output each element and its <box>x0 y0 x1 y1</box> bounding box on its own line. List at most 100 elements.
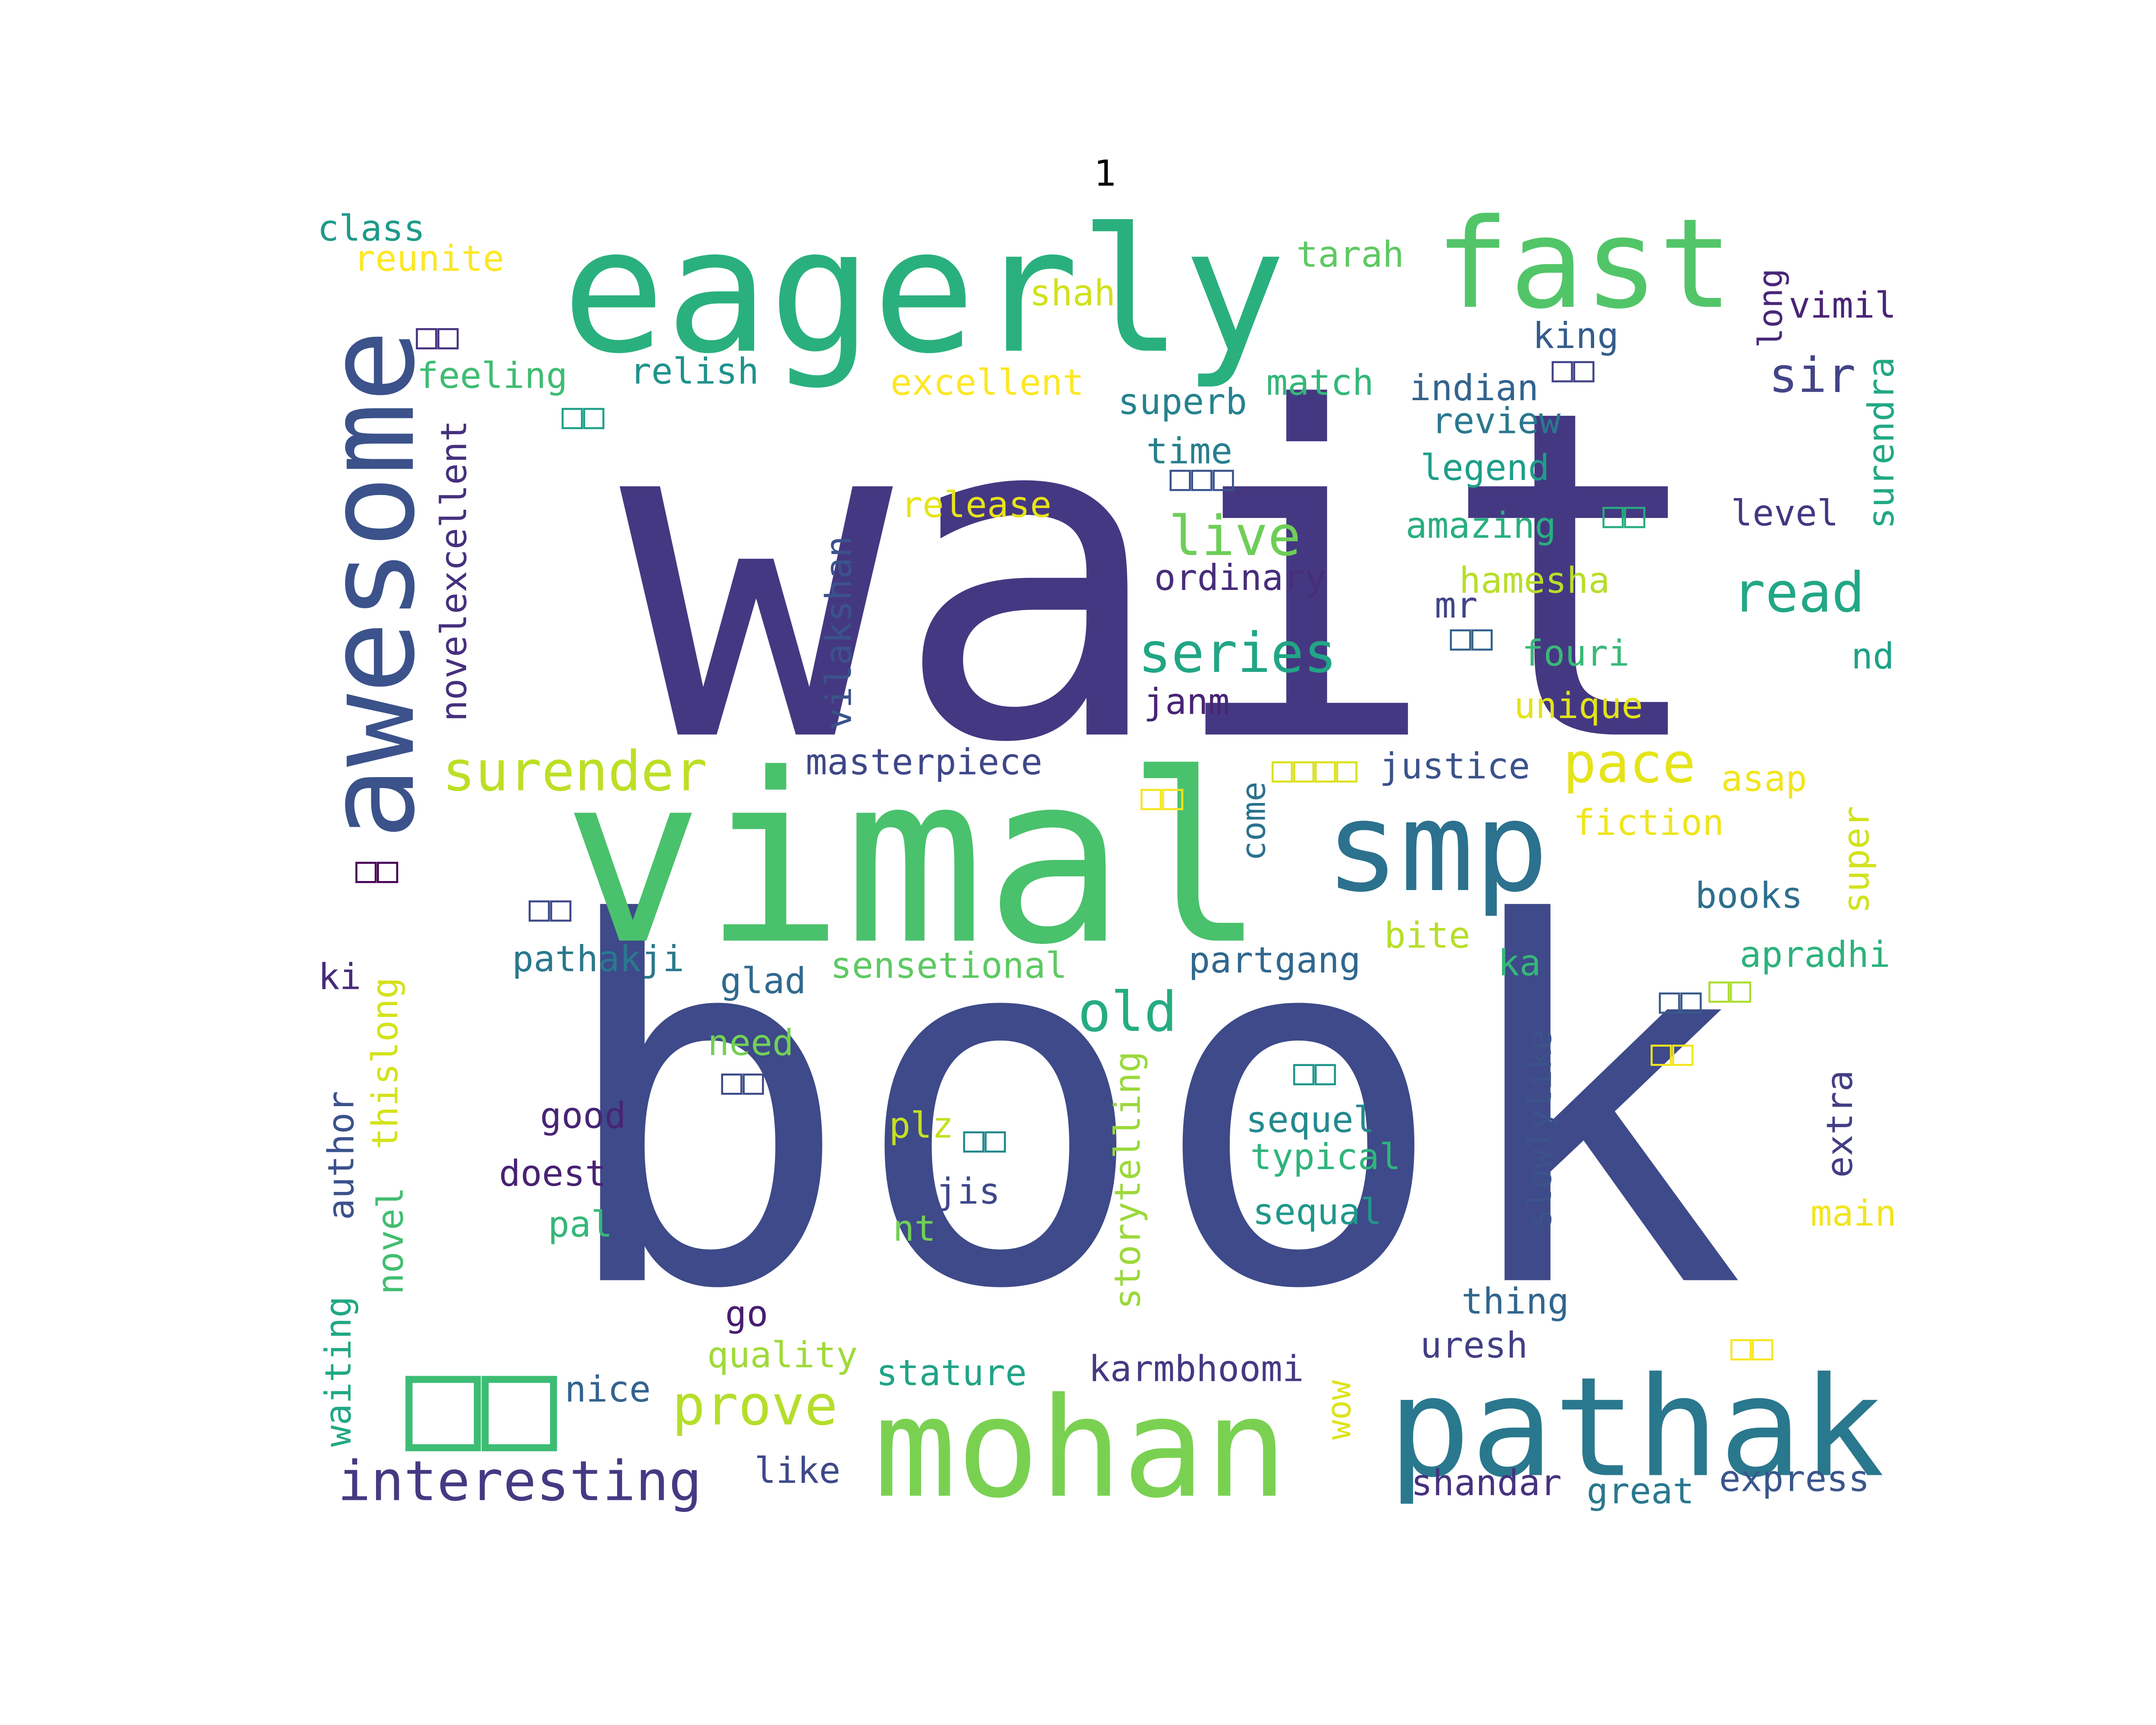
word: awesome <box>301 329 442 840</box>
word: □□ <box>405 1330 558 1477</box>
word: surender <box>442 740 707 803</box>
word: vimil <box>1789 285 1896 326</box>
word: □□ <box>1450 616 1493 658</box>
word: indian <box>1410 367 1539 409</box>
word: □□ <box>416 315 459 357</box>
word: wait <box>620 314 1712 842</box>
word: class <box>317 207 425 249</box>
word: match <box>1266 361 1374 403</box>
word: novel <box>370 1187 411 1295</box>
word: shandar <box>1411 1462 1561 1504</box>
word: □□ <box>1730 1326 1774 1367</box>
word: great <box>1586 1470 1694 1512</box>
word: sensetional <box>830 945 1067 987</box>
word: pathak <box>1388 1348 1885 1508</box>
word: prove <box>672 1374 838 1438</box>
word: sequal <box>1253 1191 1382 1233</box>
word: □□ <box>963 1118 1006 1160</box>
word: review <box>1432 400 1561 442</box>
word: author <box>320 1091 362 1220</box>
word: slowlylike <box>1521 1030 1559 1229</box>
word: long <box>1752 268 1790 348</box>
figure-title: 1 <box>1094 154 1117 195</box>
word: doest <box>499 1152 607 1194</box>
word: vilakshan <box>818 536 860 730</box>
word: tarah <box>1297 234 1404 276</box>
word: typical <box>1250 1136 1401 1178</box>
word: king <box>1533 315 1619 357</box>
word: □□ <box>1602 493 1645 535</box>
word: feeling <box>417 354 567 396</box>
word: justice <box>1379 745 1530 787</box>
word: like <box>755 1449 841 1491</box>
word: series <box>1138 621 1337 685</box>
word: legend <box>1420 447 1549 489</box>
word: janm <box>1144 681 1230 722</box>
word: □□ <box>721 1060 764 1102</box>
word: surendra <box>1860 357 1902 529</box>
word: amazing <box>1406 505 1556 546</box>
word: unique <box>1514 685 1643 727</box>
word: express <box>1719 1458 1870 1500</box>
word: old <box>1078 981 1177 1044</box>
word: mohan <box>874 1368 1288 1528</box>
word: □□ <box>1141 775 1184 817</box>
word: sequel <box>1246 1099 1375 1141</box>
word: thing <box>1461 1280 1569 1322</box>
word: read <box>1732 561 1865 625</box>
word: masterpiece <box>805 741 1042 783</box>
word: □□ <box>1708 968 1752 1010</box>
word: ki <box>318 956 361 997</box>
word: come <box>1235 781 1273 861</box>
word: □□ <box>1293 1051 1336 1092</box>
word: □□ <box>1651 1032 1694 1073</box>
word: interesting <box>338 1449 702 1513</box>
word: novelexcellent <box>433 420 475 721</box>
word: □□ <box>355 848 398 890</box>
word: □□□□ <box>1272 748 1358 790</box>
word: glad <box>720 960 806 1002</box>
word: nice <box>565 1368 651 1410</box>
word: partgang <box>1188 939 1360 981</box>
word: sir <box>1769 348 1856 404</box>
word: vimal <box>563 724 1266 996</box>
word: main <box>1811 1192 1897 1234</box>
word: jis <box>936 1170 1000 1212</box>
word: □□ <box>1659 979 1702 1021</box>
word: hamesha <box>1459 560 1610 602</box>
word: wow <box>1320 1380 1358 1440</box>
word: bite <box>1384 915 1470 957</box>
word: eagerly <box>562 191 1286 392</box>
word: fast <box>1435 192 1733 336</box>
word: live <box>1169 505 1301 568</box>
word: quality <box>707 1334 858 1376</box>
word: storytelling <box>1106 1051 1148 1309</box>
word: ka <box>1498 942 1541 984</box>
word: time <box>1146 430 1232 472</box>
word: □□ <box>561 395 605 436</box>
word: shah <box>1029 272 1116 314</box>
word: super <box>1835 806 1877 914</box>
word: book <box>554 820 1746 1397</box>
word: apradhi <box>1740 934 1890 975</box>
word: □□ <box>529 887 572 929</box>
word: □□ <box>1551 348 1595 389</box>
word: extra <box>1819 1070 1861 1178</box>
word: □□□ <box>1169 456 1234 498</box>
word: ordinary <box>1154 557 1326 599</box>
word: excellent <box>890 361 1084 403</box>
word: smp <box>1325 775 1548 919</box>
word: asap <box>1721 758 1807 800</box>
word: mr <box>1435 584 1478 626</box>
word: reunite <box>354 238 504 279</box>
word: uresh <box>1420 1324 1528 1366</box>
word: good <box>540 1095 626 1136</box>
word: books <box>1695 875 1803 916</box>
word: nt <box>893 1208 936 1249</box>
word: release <box>901 484 1051 526</box>
word: level <box>1731 492 1839 534</box>
word: stature <box>876 1352 1027 1394</box>
word: go <box>725 1293 768 1335</box>
